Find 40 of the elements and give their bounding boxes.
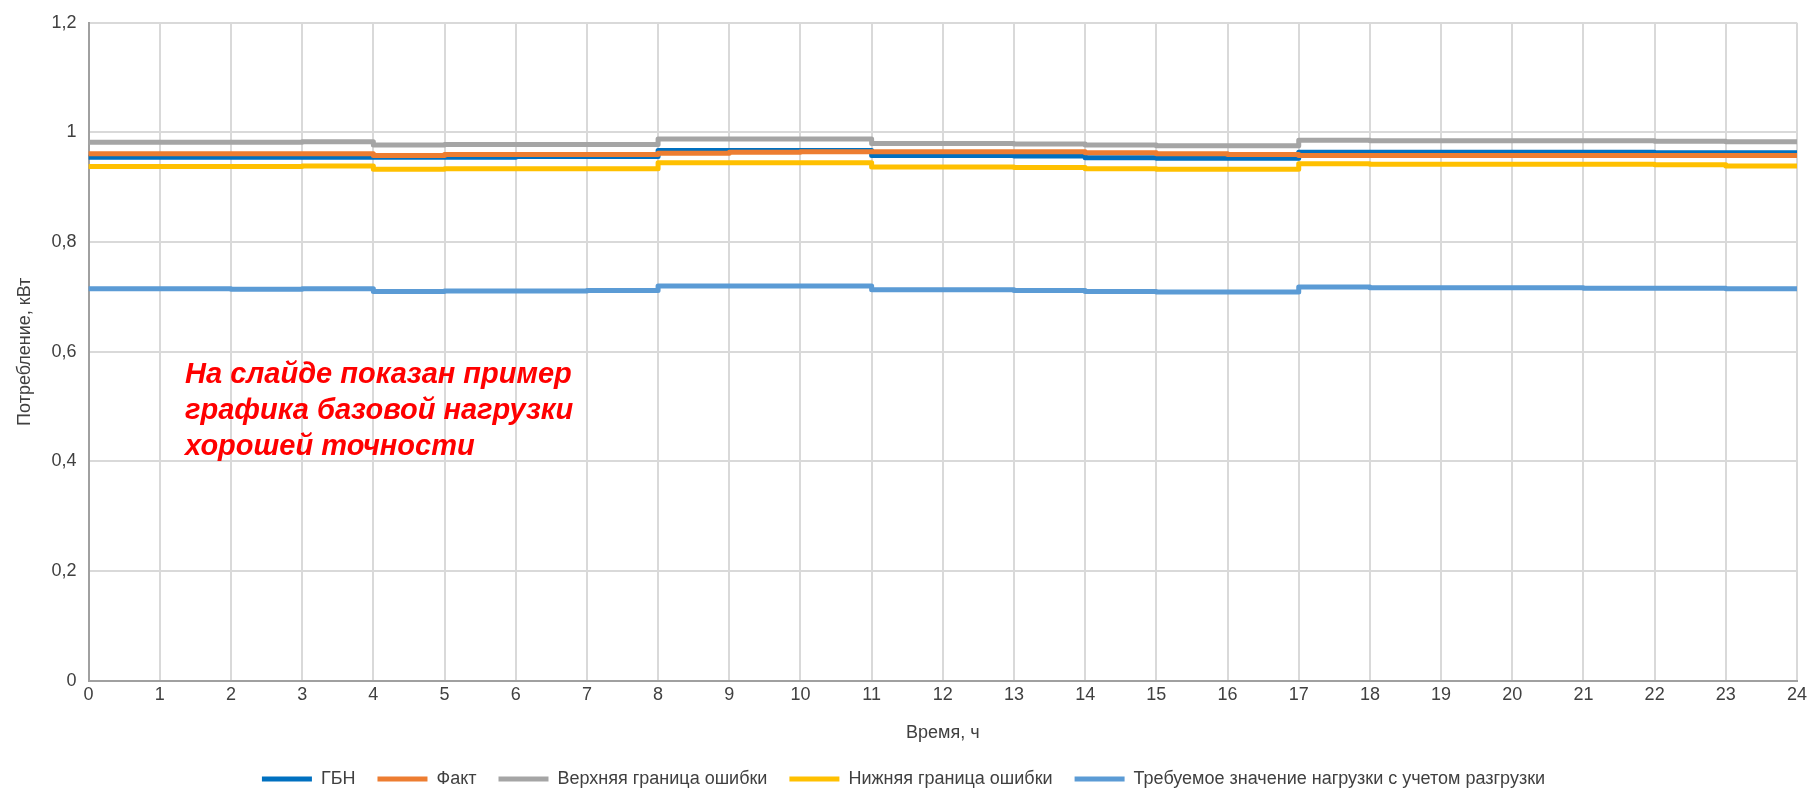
x-tick-label: 22 xyxy=(1644,683,1665,704)
x-tick-label: 17 xyxy=(1288,683,1309,704)
x-tick-label: 19 xyxy=(1431,683,1452,704)
x-tick-label: 8 xyxy=(653,683,664,704)
y-tick-label: 0,8 xyxy=(51,231,77,252)
y-tick-label: 0,2 xyxy=(51,560,77,581)
legend-label: Нижняя граница ошибки xyxy=(848,767,1053,788)
x-tick-label: 7 xyxy=(581,683,592,704)
x-tick-label: 1 xyxy=(154,683,165,704)
x-tick-label: 9 xyxy=(724,683,735,704)
y-tick-label: 0 xyxy=(66,669,77,690)
x-tick-label: 16 xyxy=(1217,683,1238,704)
x-tick-label: 23 xyxy=(1715,683,1736,704)
legend-label: ГБН xyxy=(320,767,356,788)
y-axis-title: Потребление, кВт xyxy=(13,277,34,426)
annotation: На слайде показан пример графика базовой нагрузки хорошей точности xyxy=(185,356,575,463)
x-tick-label: 20 xyxy=(1502,683,1523,704)
y-tick-label: 0,4 xyxy=(51,450,77,471)
legend-label: Факт xyxy=(436,767,477,788)
legend-label: Верхняя граница ошибки xyxy=(557,767,768,788)
x-tick-label: 14 xyxy=(1075,683,1096,704)
x-tick-label: 6 xyxy=(510,683,521,704)
x-tick-label: 13 xyxy=(1003,683,1025,704)
x-tick-label: 2 xyxy=(225,683,236,704)
y-tick-label: 0,6 xyxy=(51,340,77,361)
x-tick-label: 0 xyxy=(83,683,94,704)
y-tick-label: 1,2 xyxy=(51,11,77,32)
y-tick-label: 1 xyxy=(66,121,77,142)
x-tick-label: 15 xyxy=(1146,683,1167,704)
x-tick-label: 18 xyxy=(1359,683,1380,704)
x-tick-label: 4 xyxy=(368,683,379,704)
x-tick-label: 5 xyxy=(439,683,450,704)
x-tick-label: 24 xyxy=(1786,683,1808,704)
x-tick-label: 12 xyxy=(932,683,953,704)
x-axis-title: Время, ч xyxy=(906,722,980,743)
legend-label: Требуемое значение нагрузки с учетом разгрузки xyxy=(1133,767,1546,788)
x-tick-label: 10 xyxy=(790,683,811,704)
x-tick-label: 21 xyxy=(1573,683,1594,704)
x-tick-label: 11 xyxy=(862,683,881,704)
x-tick-label: 3 xyxy=(297,683,308,704)
